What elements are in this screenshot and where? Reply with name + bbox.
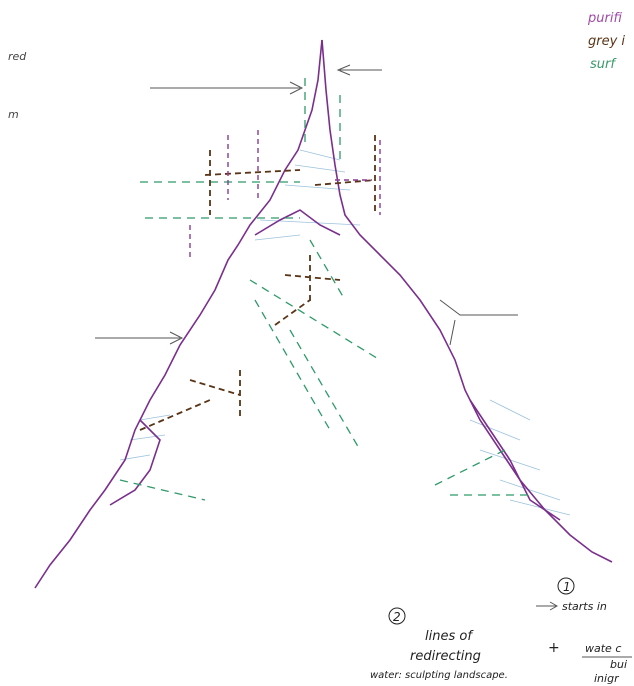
plus: + (548, 640, 560, 656)
note-line: redirecting (410, 649, 481, 664)
note-one: 1 starts in wate c bui inigr (536, 577, 632, 685)
legend: purifi grey i surf (587, 11, 625, 72)
caption: water: sculpting landscape. (370, 670, 508, 681)
legend-item: purifi (587, 11, 622, 26)
note-text: bui (610, 658, 627, 671)
note-two: 2 lines of redirecting + water: sculptin… (370, 607, 560, 681)
side-note: m (8, 108, 19, 121)
number-circle (388, 607, 406, 625)
legend-item: surf (590, 57, 617, 72)
number: 1 (563, 580, 571, 594)
mountain-outline (34, 39, 613, 589)
side-note: red (8, 50, 27, 63)
note-text: wate c (585, 642, 621, 655)
arrows (95, 64, 530, 501)
arrow (536, 601, 559, 611)
note-line: lines of (425, 629, 474, 644)
number: 2 (393, 610, 401, 624)
number-circle (557, 577, 575, 595)
note-text: inigr (594, 672, 620, 685)
note-text: starts in (562, 600, 607, 613)
legend-item: grey i (588, 34, 625, 49)
